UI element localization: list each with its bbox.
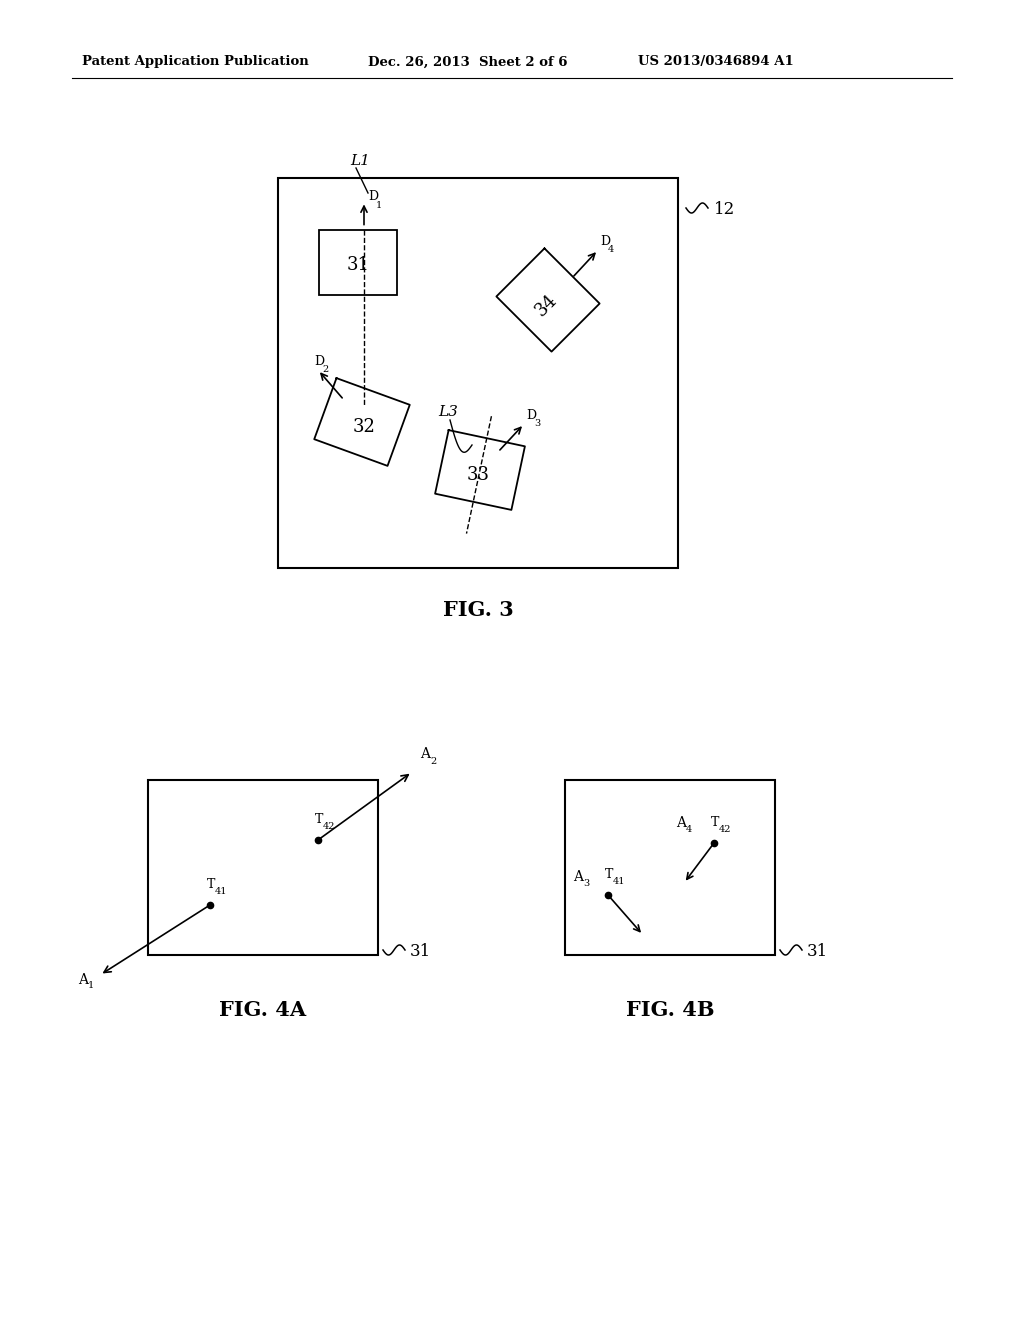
Text: A: A xyxy=(573,870,583,884)
Text: 2: 2 xyxy=(430,758,436,767)
Text: D: D xyxy=(600,235,610,248)
Text: 31: 31 xyxy=(346,256,370,275)
Text: 3: 3 xyxy=(583,879,589,887)
Text: 12: 12 xyxy=(714,201,735,218)
Text: US 2013/0346894 A1: US 2013/0346894 A1 xyxy=(638,55,794,69)
Text: A: A xyxy=(420,747,430,762)
Text: A: A xyxy=(676,816,686,830)
Text: T: T xyxy=(207,878,215,891)
Text: 32: 32 xyxy=(352,418,376,436)
Text: 42: 42 xyxy=(719,825,731,834)
Text: 34: 34 xyxy=(531,290,560,319)
Text: 4: 4 xyxy=(686,825,692,833)
Text: 31: 31 xyxy=(807,942,828,960)
Text: T: T xyxy=(315,813,324,826)
Text: 33: 33 xyxy=(467,466,489,484)
Bar xyxy=(148,780,378,954)
Text: 41: 41 xyxy=(613,876,626,886)
Text: 4: 4 xyxy=(608,246,614,253)
Text: A: A xyxy=(78,973,88,987)
Text: L1: L1 xyxy=(350,154,370,168)
Text: 31: 31 xyxy=(410,942,431,960)
Text: 1: 1 xyxy=(88,982,94,990)
Text: 41: 41 xyxy=(215,887,227,896)
Text: FIG. 4A: FIG. 4A xyxy=(219,1001,306,1020)
Text: T: T xyxy=(605,869,613,880)
Text: T: T xyxy=(711,816,720,829)
Text: D: D xyxy=(368,190,378,203)
Bar xyxy=(278,178,678,568)
Text: L3: L3 xyxy=(438,405,458,418)
Text: FIG. 4B: FIG. 4B xyxy=(626,1001,715,1020)
Text: FIG. 3: FIG. 3 xyxy=(442,601,513,620)
Bar xyxy=(565,780,775,954)
Text: 1: 1 xyxy=(376,201,382,210)
Text: 2: 2 xyxy=(322,366,329,374)
Bar xyxy=(319,230,397,294)
Text: Patent Application Publication: Patent Application Publication xyxy=(82,55,309,69)
Text: D: D xyxy=(314,355,325,368)
Text: Dec. 26, 2013  Sheet 2 of 6: Dec. 26, 2013 Sheet 2 of 6 xyxy=(368,55,567,69)
Text: 3: 3 xyxy=(534,418,541,428)
Text: 42: 42 xyxy=(323,822,336,832)
Text: D: D xyxy=(526,409,537,422)
